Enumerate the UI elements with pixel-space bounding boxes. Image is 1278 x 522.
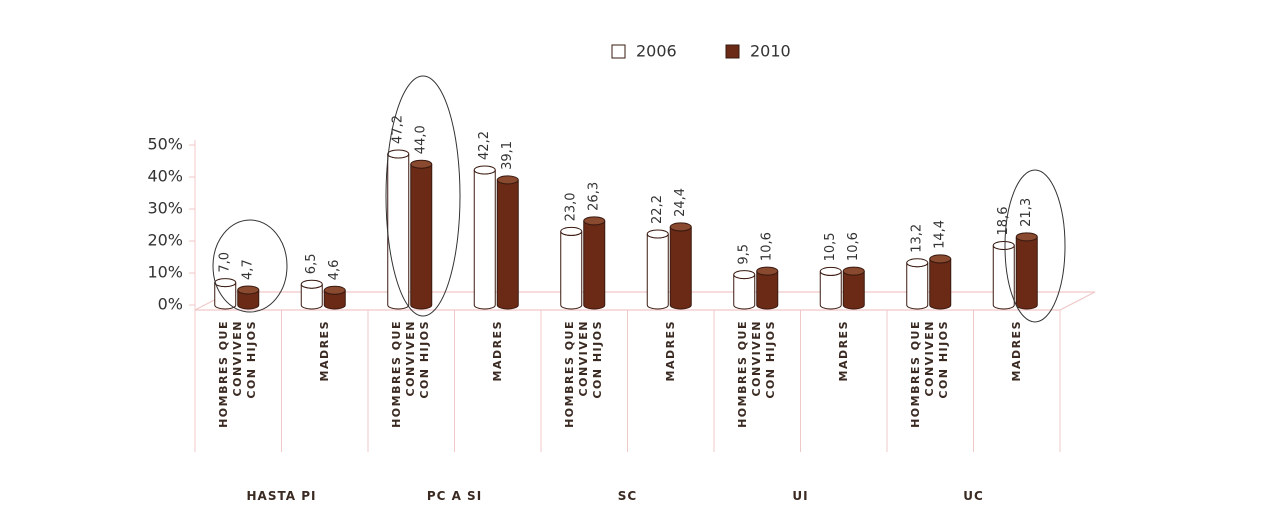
x-tick-label: MADRES — [663, 320, 677, 382]
value-label: 7,0 — [218, 252, 233, 273]
x-tick-label: MADRES — [317, 320, 331, 382]
highlight — [1004, 169, 1066, 323]
value-label: 22,2 — [650, 195, 665, 224]
bar-top — [583, 216, 606, 226]
legend-label: 2006 — [636, 42, 677, 61]
y-tick-label: 30% — [147, 199, 183, 218]
bar — [819, 271, 842, 310]
bar-top — [237, 285, 260, 295]
value-label: 13,2 — [910, 224, 925, 253]
bar-top — [560, 226, 583, 236]
y-tick-label: 0% — [158, 295, 183, 314]
legend-label: 2010 — [750, 42, 791, 61]
x-tick-label: HOMBRES QUE CONVIVEN CON HIJOS — [217, 320, 259, 428]
bar-top — [906, 258, 929, 268]
y-tick-label: 40% — [147, 167, 183, 186]
value-label: 23,0 — [564, 192, 579, 221]
value-label: 6,5 — [304, 254, 319, 275]
y-tick-label: 10% — [147, 263, 183, 282]
bar — [733, 274, 756, 310]
bar-top — [300, 279, 323, 289]
bar-top — [323, 285, 346, 295]
x-tick-label: HOMBRES QUE CONVIVEN CON HIJOS — [563, 320, 605, 428]
value-label: 4,6 — [327, 260, 342, 281]
y-tick-label: 20% — [147, 231, 183, 250]
group-label: PC A SI — [426, 489, 483, 503]
bar — [1015, 236, 1038, 310]
x-tick-label: MADRES — [490, 320, 504, 382]
x-tick-label: MADRES — [836, 320, 850, 382]
value-label: 44,0 — [414, 125, 429, 154]
highlight — [212, 219, 288, 313]
bar-top — [496, 175, 519, 185]
value-label: 14,4 — [933, 220, 948, 249]
legend-swatch — [725, 44, 740, 59]
value-label: 42,2 — [477, 131, 492, 160]
bar — [929, 258, 952, 310]
bar — [560, 231, 583, 310]
bar-top — [410, 159, 433, 169]
bar — [410, 164, 433, 310]
legend-swatch — [611, 44, 626, 59]
bar-top — [733, 270, 756, 280]
bar — [496, 179, 519, 310]
value-label: 10,5 — [823, 232, 838, 261]
group-label: HASTA PI — [246, 489, 317, 503]
bar-top — [473, 165, 496, 175]
x-tick-label: HOMBRES QUE CONVIVEN CON HIJOS — [390, 320, 432, 428]
bar — [906, 262, 929, 310]
bar — [756, 270, 779, 310]
bar-top — [756, 266, 779, 276]
bar-top — [387, 149, 410, 159]
bar-top — [646, 229, 669, 239]
bar-top — [214, 278, 237, 288]
x-tick-label: MADRES — [1009, 320, 1023, 382]
value-label: 10,6 — [846, 232, 861, 261]
bar — [842, 270, 865, 310]
bar-top — [669, 222, 692, 232]
group-label: SC — [617, 489, 638, 503]
value-label: 26,3 — [587, 182, 602, 211]
group-label: UC — [963, 489, 984, 503]
bar — [669, 226, 692, 310]
highlight — [385, 75, 461, 317]
value-label: 39,1 — [500, 141, 515, 170]
value-label: 24,4 — [673, 188, 688, 217]
value-label: 18,6 — [996, 207, 1011, 236]
bar — [646, 233, 669, 310]
bar-top — [1015, 232, 1038, 242]
x-tick-label: HOMBRES QUE CONVIVEN CON HIJOS — [736, 320, 778, 428]
value-label: 21,3 — [1019, 198, 1034, 227]
bar — [473, 169, 496, 310]
value-label: 47,2 — [391, 115, 406, 144]
value-label: 4,7 — [241, 259, 256, 280]
bar — [992, 245, 1015, 310]
group-label: UI — [792, 489, 809, 503]
bar-top — [992, 240, 1015, 250]
bar-top — [842, 266, 865, 276]
bar-top — [929, 254, 952, 264]
y-tick-label: 50% — [147, 135, 183, 154]
x-tick-label: HOMBRES QUE CONVIVEN CON HIJOS — [909, 320, 951, 428]
value-label: 9,5 — [737, 244, 752, 265]
bar-top — [819, 266, 842, 276]
value-label: 10,6 — [760, 232, 775, 261]
bar — [583, 220, 606, 310]
